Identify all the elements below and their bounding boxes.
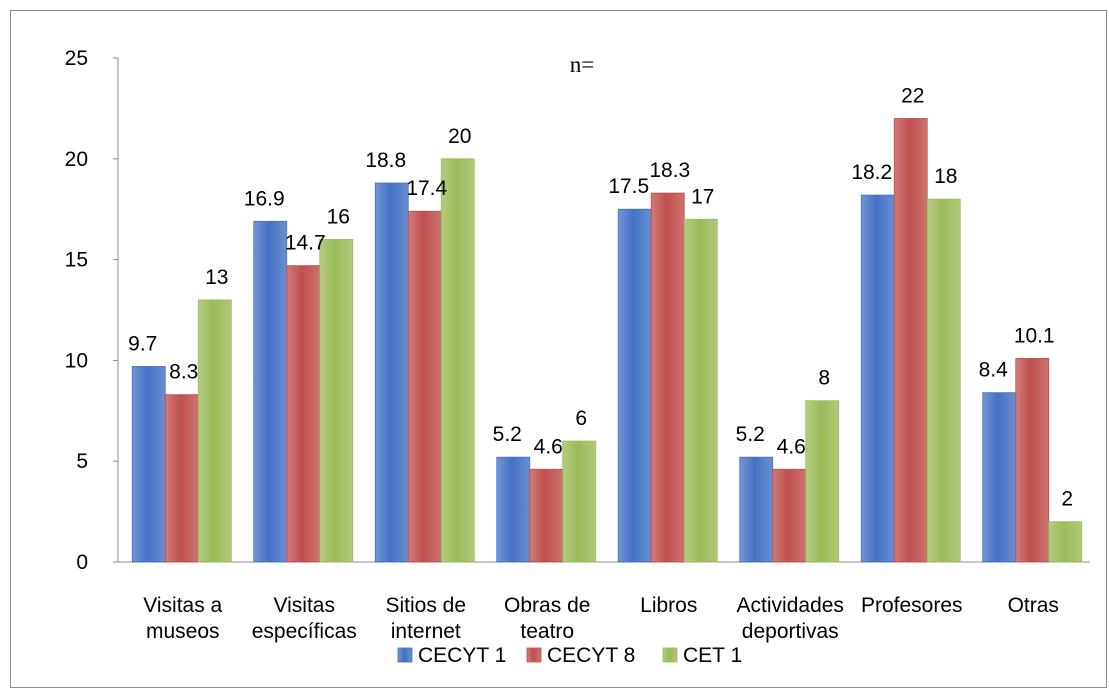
bar-cecyt-8 — [1015, 357, 1050, 563]
category-label: Actividades deportivas — [737, 594, 844, 643]
category-label: Libros — [640, 594, 697, 617]
y-tick-label: 25 — [65, 47, 88, 70]
bar-cecyt-8 — [529, 468, 564, 563]
bar-cecyt-1 — [374, 182, 409, 563]
data-label: 2 — [1061, 488, 1073, 511]
data-label: 8.4 — [979, 359, 1009, 382]
data-label: 22 — [901, 84, 924, 107]
legend-swatch — [662, 647, 678, 663]
data-label: 17.5 — [608, 175, 649, 198]
data-label: 10.1 — [1014, 324, 1055, 347]
data-label: 5.2 — [736, 423, 765, 446]
chart-title: n= — [570, 52, 594, 77]
data-label: 14.7 — [285, 232, 326, 255]
data-label: 13 — [205, 266, 228, 289]
data-label: 17 — [691, 185, 714, 208]
bars-layer — [131, 118, 1083, 563]
bar-cet-1 — [440, 158, 475, 563]
axis-layer: 0 5 10 15 20 25 Visitas a museos Visitas específi… — [65, 47, 1090, 643]
category-label: Visitas a museos — [143, 594, 222, 643]
data-label: 18 — [934, 165, 957, 188]
legend-swatch — [526, 647, 542, 663]
legend-label: CECYT 1 — [418, 644, 506, 667]
y-tick-label: 20 — [65, 148, 88, 171]
category-label: Otras — [1008, 594, 1059, 617]
category-label: Sitios de internet — [385, 594, 466, 643]
bar-cecyt-8 — [164, 394, 199, 563]
y-tick-label: 5 — [76, 450, 88, 473]
bar-cecyt-1 — [496, 456, 531, 563]
bar-cet-1 — [197, 299, 232, 563]
data-label: 5.2 — [493, 423, 522, 446]
data-label: 16.9 — [244, 187, 285, 210]
bar-cecyt-8 — [893, 118, 928, 563]
bar-cet-1 — [805, 400, 840, 563]
category-label: Profesores — [861, 594, 963, 617]
bar-cecyt-1 — [253, 220, 288, 563]
bar-cecyt-1 — [739, 456, 774, 563]
bar-cecyt-1 — [982, 392, 1017, 563]
data-labels-layer: 9.78.31316.914.71618.817.4205.24.6617.51… — [128, 84, 1073, 510]
legend: CECYT 1 CECYT 8 CET 1 — [397, 644, 742, 667]
category-label: Visitas específicas — [252, 594, 357, 643]
data-label: 4.6 — [534, 435, 563, 458]
bar-cecyt-8 — [650, 192, 685, 563]
data-label: 4.6 — [777, 435, 806, 458]
bar-cecyt-1 — [860, 194, 895, 563]
bar-cecyt-8 — [286, 265, 321, 563]
legend-label: CET 1 — [683, 644, 742, 667]
data-label: 20 — [448, 125, 471, 148]
bar-cecyt-1 — [131, 366, 166, 563]
bar-cet-1 — [562, 440, 597, 563]
data-label: 18.2 — [851, 161, 892, 184]
y-tick-label: 10 — [65, 349, 88, 372]
legend-swatch — [397, 647, 413, 663]
data-label: 6 — [575, 407, 587, 430]
bar-cet-1 — [319, 239, 354, 563]
data-label: 16 — [327, 205, 350, 228]
data-label: 18.3 — [649, 159, 690, 182]
bar-cet-1 — [926, 198, 961, 563]
legend-label: CECYT 8 — [547, 644, 635, 667]
bar-cecyt-8 — [407, 210, 442, 563]
y-tick-label: 0 — [76, 551, 88, 574]
bar-cet-1 — [683, 218, 718, 563]
data-label: 18.8 — [365, 149, 406, 172]
data-label: 8.3 — [169, 361, 198, 384]
category-label: Obras de teatro — [504, 594, 590, 643]
data-label: 8 — [818, 367, 830, 390]
y-tick-label: 15 — [65, 249, 88, 272]
bar-cet-1 — [1048, 521, 1083, 563]
bar-cecyt-1 — [617, 208, 652, 563]
bar-cecyt-8 — [772, 468, 807, 563]
data-label: 9.7 — [128, 332, 157, 355]
data-label: 17.4 — [406, 177, 447, 200]
